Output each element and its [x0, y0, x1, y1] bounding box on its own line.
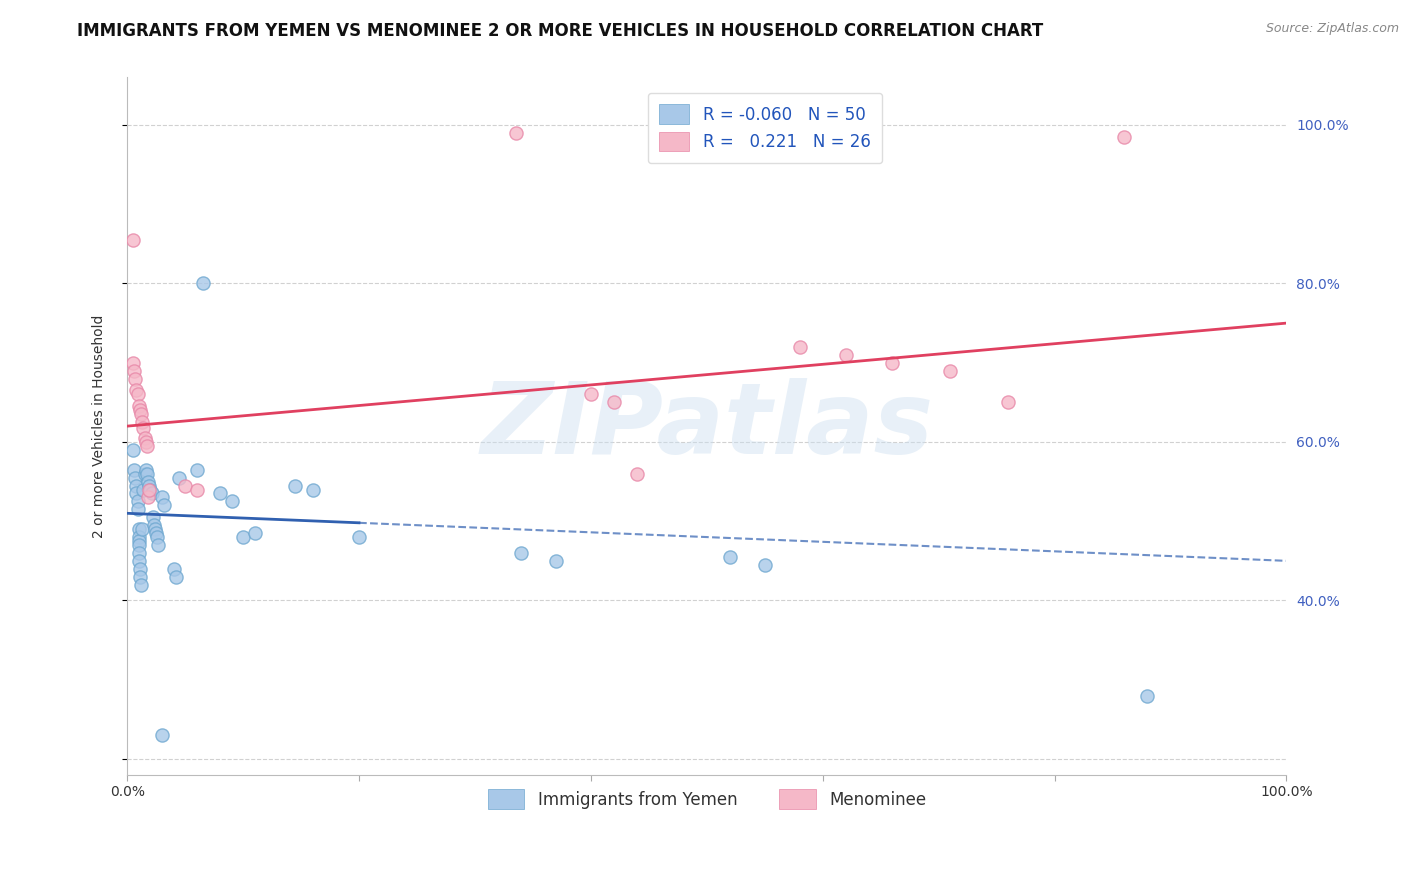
Point [122, 463, 145, 477]
Point [208, 486, 231, 500]
Point [135, 439, 157, 453]
Point [186, 463, 208, 477]
Point [132, 420, 155, 434]
Point [243, 526, 266, 541]
Point [347, 530, 370, 544]
Point [546, 554, 568, 568]
Point [122, 356, 145, 370]
Y-axis label: 2 or more Vehicles in Household: 2 or more Vehicles in Household [93, 315, 107, 538]
Point [150, 491, 173, 505]
Point [143, 522, 166, 536]
Point [718, 549, 741, 564]
Point [1136, 689, 1159, 703]
Point [150, 728, 173, 742]
Point [141, 486, 163, 500]
Point [142, 518, 165, 533]
Point [136, 475, 159, 489]
Text: IMMIGRANTS FROM YEMEN VS MENOMINEE 2 OR MORE VEHICLES IN HOUSEHOLD CORRELATION C: IMMIGRANTS FROM YEMEN VS MENOMINEE 2 OR … [77, 22, 1043, 40]
Point [128, 554, 150, 568]
Point [127, 387, 149, 401]
Point [191, 277, 214, 291]
Point [153, 499, 176, 513]
Point [124, 371, 146, 385]
Point [284, 478, 307, 492]
Point [131, 415, 153, 429]
Point [129, 403, 152, 417]
Point [129, 577, 152, 591]
Point [1090, 887, 1112, 892]
Point [129, 407, 152, 421]
Point [134, 431, 156, 445]
Point [165, 570, 187, 584]
Point [128, 522, 150, 536]
Point [138, 478, 160, 492]
Point [626, 467, 648, 481]
Point [169, 470, 191, 484]
Point [124, 470, 146, 484]
Point [129, 562, 152, 576]
Point [128, 534, 150, 549]
Point [186, 483, 208, 497]
Point [127, 494, 149, 508]
Point [148, 538, 170, 552]
Point [882, 356, 904, 370]
Point [142, 510, 165, 524]
Point [505, 126, 527, 140]
Point [134, 467, 156, 481]
Point [754, 558, 776, 572]
Point [122, 364, 145, 378]
Point [135, 467, 157, 481]
Text: ZIPatlas: ZIPatlas [481, 377, 934, 475]
Point [135, 463, 157, 477]
Point [997, 395, 1019, 409]
Point [1114, 129, 1136, 144]
Point [939, 364, 962, 378]
Point [125, 486, 148, 500]
Point [579, 387, 602, 401]
Point [128, 400, 150, 414]
Point [603, 395, 626, 409]
Point [136, 491, 159, 505]
Text: Source: ZipAtlas.com: Source: ZipAtlas.com [1265, 22, 1399, 36]
Point [162, 562, 184, 576]
Point [127, 502, 149, 516]
Point [789, 340, 811, 354]
Point [128, 530, 150, 544]
Legend: Immigrants from Yemen, Menominee: Immigrants from Yemen, Menominee [481, 782, 932, 815]
Point [132, 483, 155, 497]
Point [131, 522, 153, 536]
Point [138, 483, 160, 497]
Point [128, 538, 150, 552]
Point [128, 546, 150, 560]
Point [145, 526, 167, 541]
Point [146, 530, 169, 544]
Point [510, 546, 533, 560]
Point [135, 434, 157, 449]
Point [122, 442, 145, 457]
Point [232, 530, 254, 544]
Point [125, 478, 148, 492]
Point [122, 233, 145, 247]
Point [835, 348, 858, 362]
Point [221, 494, 243, 508]
Point [129, 570, 152, 584]
Point [139, 483, 162, 497]
Point [174, 478, 197, 492]
Point [125, 384, 148, 398]
Point [301, 483, 323, 497]
